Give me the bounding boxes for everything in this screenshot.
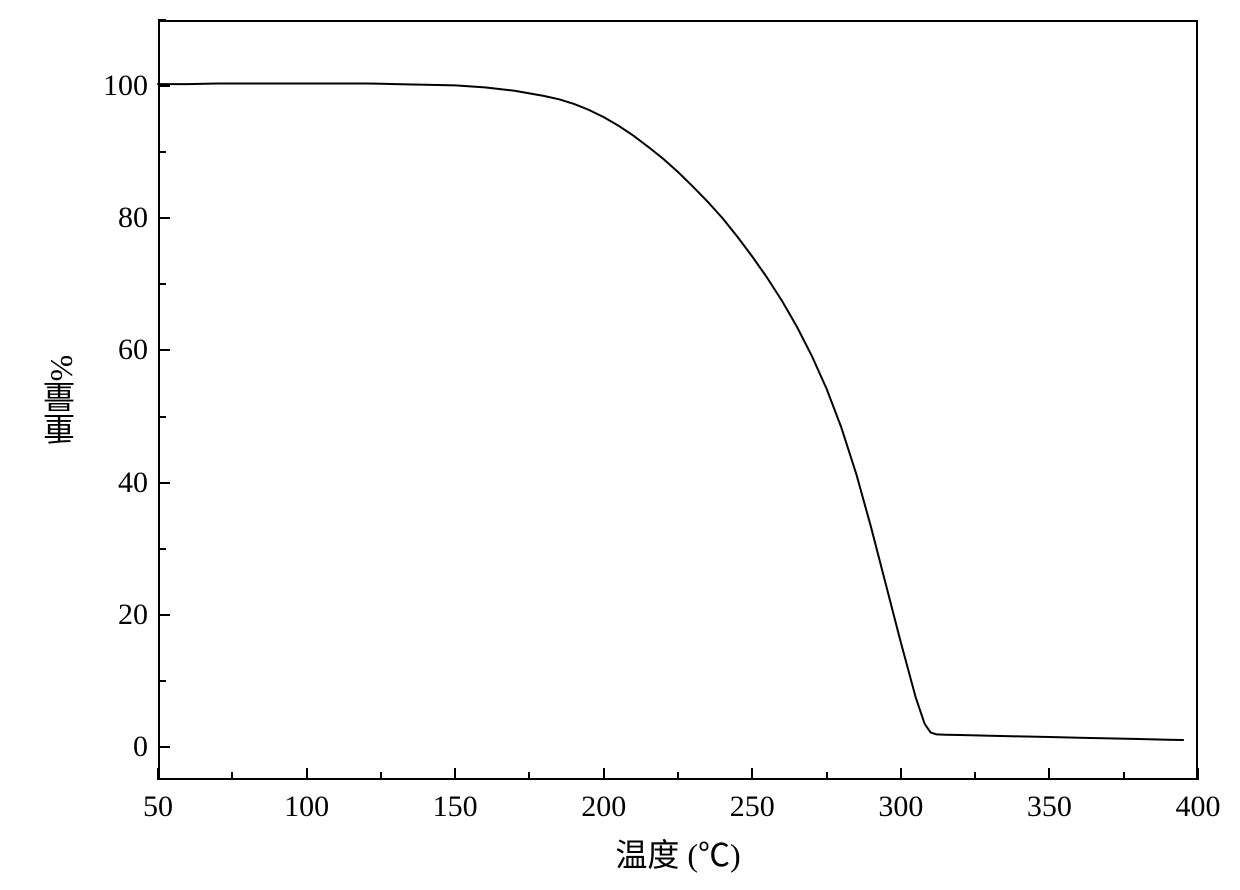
data-curve [0, 0, 1240, 890]
tga-chart: 50100150200250300350400温度 (℃)02040608010… [0, 0, 1240, 890]
